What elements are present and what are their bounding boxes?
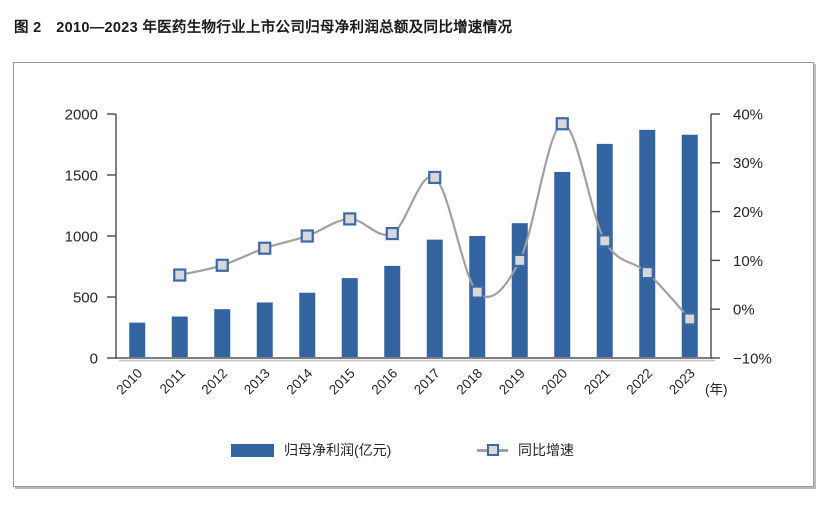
marker-2022	[640, 266, 654, 280]
bar-2017	[426, 239, 443, 358]
x-label-2016: 2016	[369, 366, 401, 398]
legend-line-label: 同比增速	[518, 442, 574, 458]
left-axis-label-2000: 2000	[65, 106, 98, 123]
left-axis-label-1500: 1500	[65, 167, 98, 184]
x-label-2012: 2012	[199, 366, 231, 398]
bar-2013	[256, 302, 273, 358]
x-label-2015: 2015	[326, 366, 358, 398]
bar-2012	[214, 309, 231, 358]
right-axis-label-30%: 30%	[733, 155, 763, 172]
bar-2011	[171, 316, 188, 358]
x-label-2021: 2021	[581, 366, 613, 398]
right-axis-label-10%: 10%	[733, 253, 763, 270]
x-label-2020: 2020	[539, 366, 571, 398]
marker-2017	[428, 170, 442, 185]
marker-2015	[343, 212, 357, 226]
bar-2023	[681, 134, 698, 358]
x-label-2014: 2014	[284, 365, 316, 397]
chart-frame: 0 500 1000 1500 2000 −10% 0% 10% 20% 30% 40% 2010 20…	[13, 62, 814, 487]
right-axis-label-20%: 20%	[733, 204, 763, 221]
x-label-2010: 2010	[114, 366, 146, 398]
x-label-2019: 2019	[496, 366, 528, 398]
marker-2014	[300, 229, 314, 243]
x-label-2011: 2011	[157, 366, 188, 397]
bar-2015	[341, 278, 358, 358]
combo-chart-canvas: 0 500 1000 1500 2000 −10% 0% 10% 20% 30% 40% 2010 20…	[65, 106, 772, 398]
left-axis-label-500: 500	[73, 289, 98, 306]
marker-2020	[555, 117, 569, 131]
growth-line	[179, 122, 691, 320]
right-axis-label-0%: 0%	[733, 302, 755, 319]
marker-2013	[258, 241, 272, 255]
x-label-2013: 2013	[241, 366, 273, 398]
bar-2021	[596, 143, 613, 358]
marker-2012	[215, 258, 229, 272]
bar-2022	[639, 129, 656, 358]
legend-bar-label: 归母净利润(亿元)	[284, 442, 392, 458]
left-axis-label-0: 0	[90, 350, 98, 367]
marker-2018	[470, 285, 484, 299]
legend-bar-swatch	[231, 444, 274, 457]
marker-2021	[598, 234, 612, 248]
right-axis-label-−10%: −10%	[733, 350, 772, 367]
x-label-2022: 2022	[624, 366, 656, 398]
bar-2016	[384, 265, 401, 358]
legend-line-marker-icon	[487, 444, 499, 456]
marker-2019	[513, 253, 527, 267]
x-label-2017: 2017	[411, 366, 443, 398]
marker-2016	[385, 226, 399, 241]
bar-2014	[299, 292, 316, 358]
marker-2011	[173, 268, 187, 282]
figure-title: 图 2 2010—2023 年医药生物行业上市公司归母净利润总额及同比增速情况	[14, 20, 513, 36]
x-label-2023: 2023	[666, 366, 698, 398]
bar-2020	[554, 171, 571, 358]
bar-2010	[129, 322, 146, 358]
x-axis-unit-label: (年)	[705, 382, 728, 397]
x-label-2018: 2018	[454, 366, 486, 398]
marker-2023	[683, 312, 697, 326]
right-axis-label-40%: 40%	[733, 106, 763, 123]
left-axis-label-1000: 1000	[65, 228, 98, 245]
